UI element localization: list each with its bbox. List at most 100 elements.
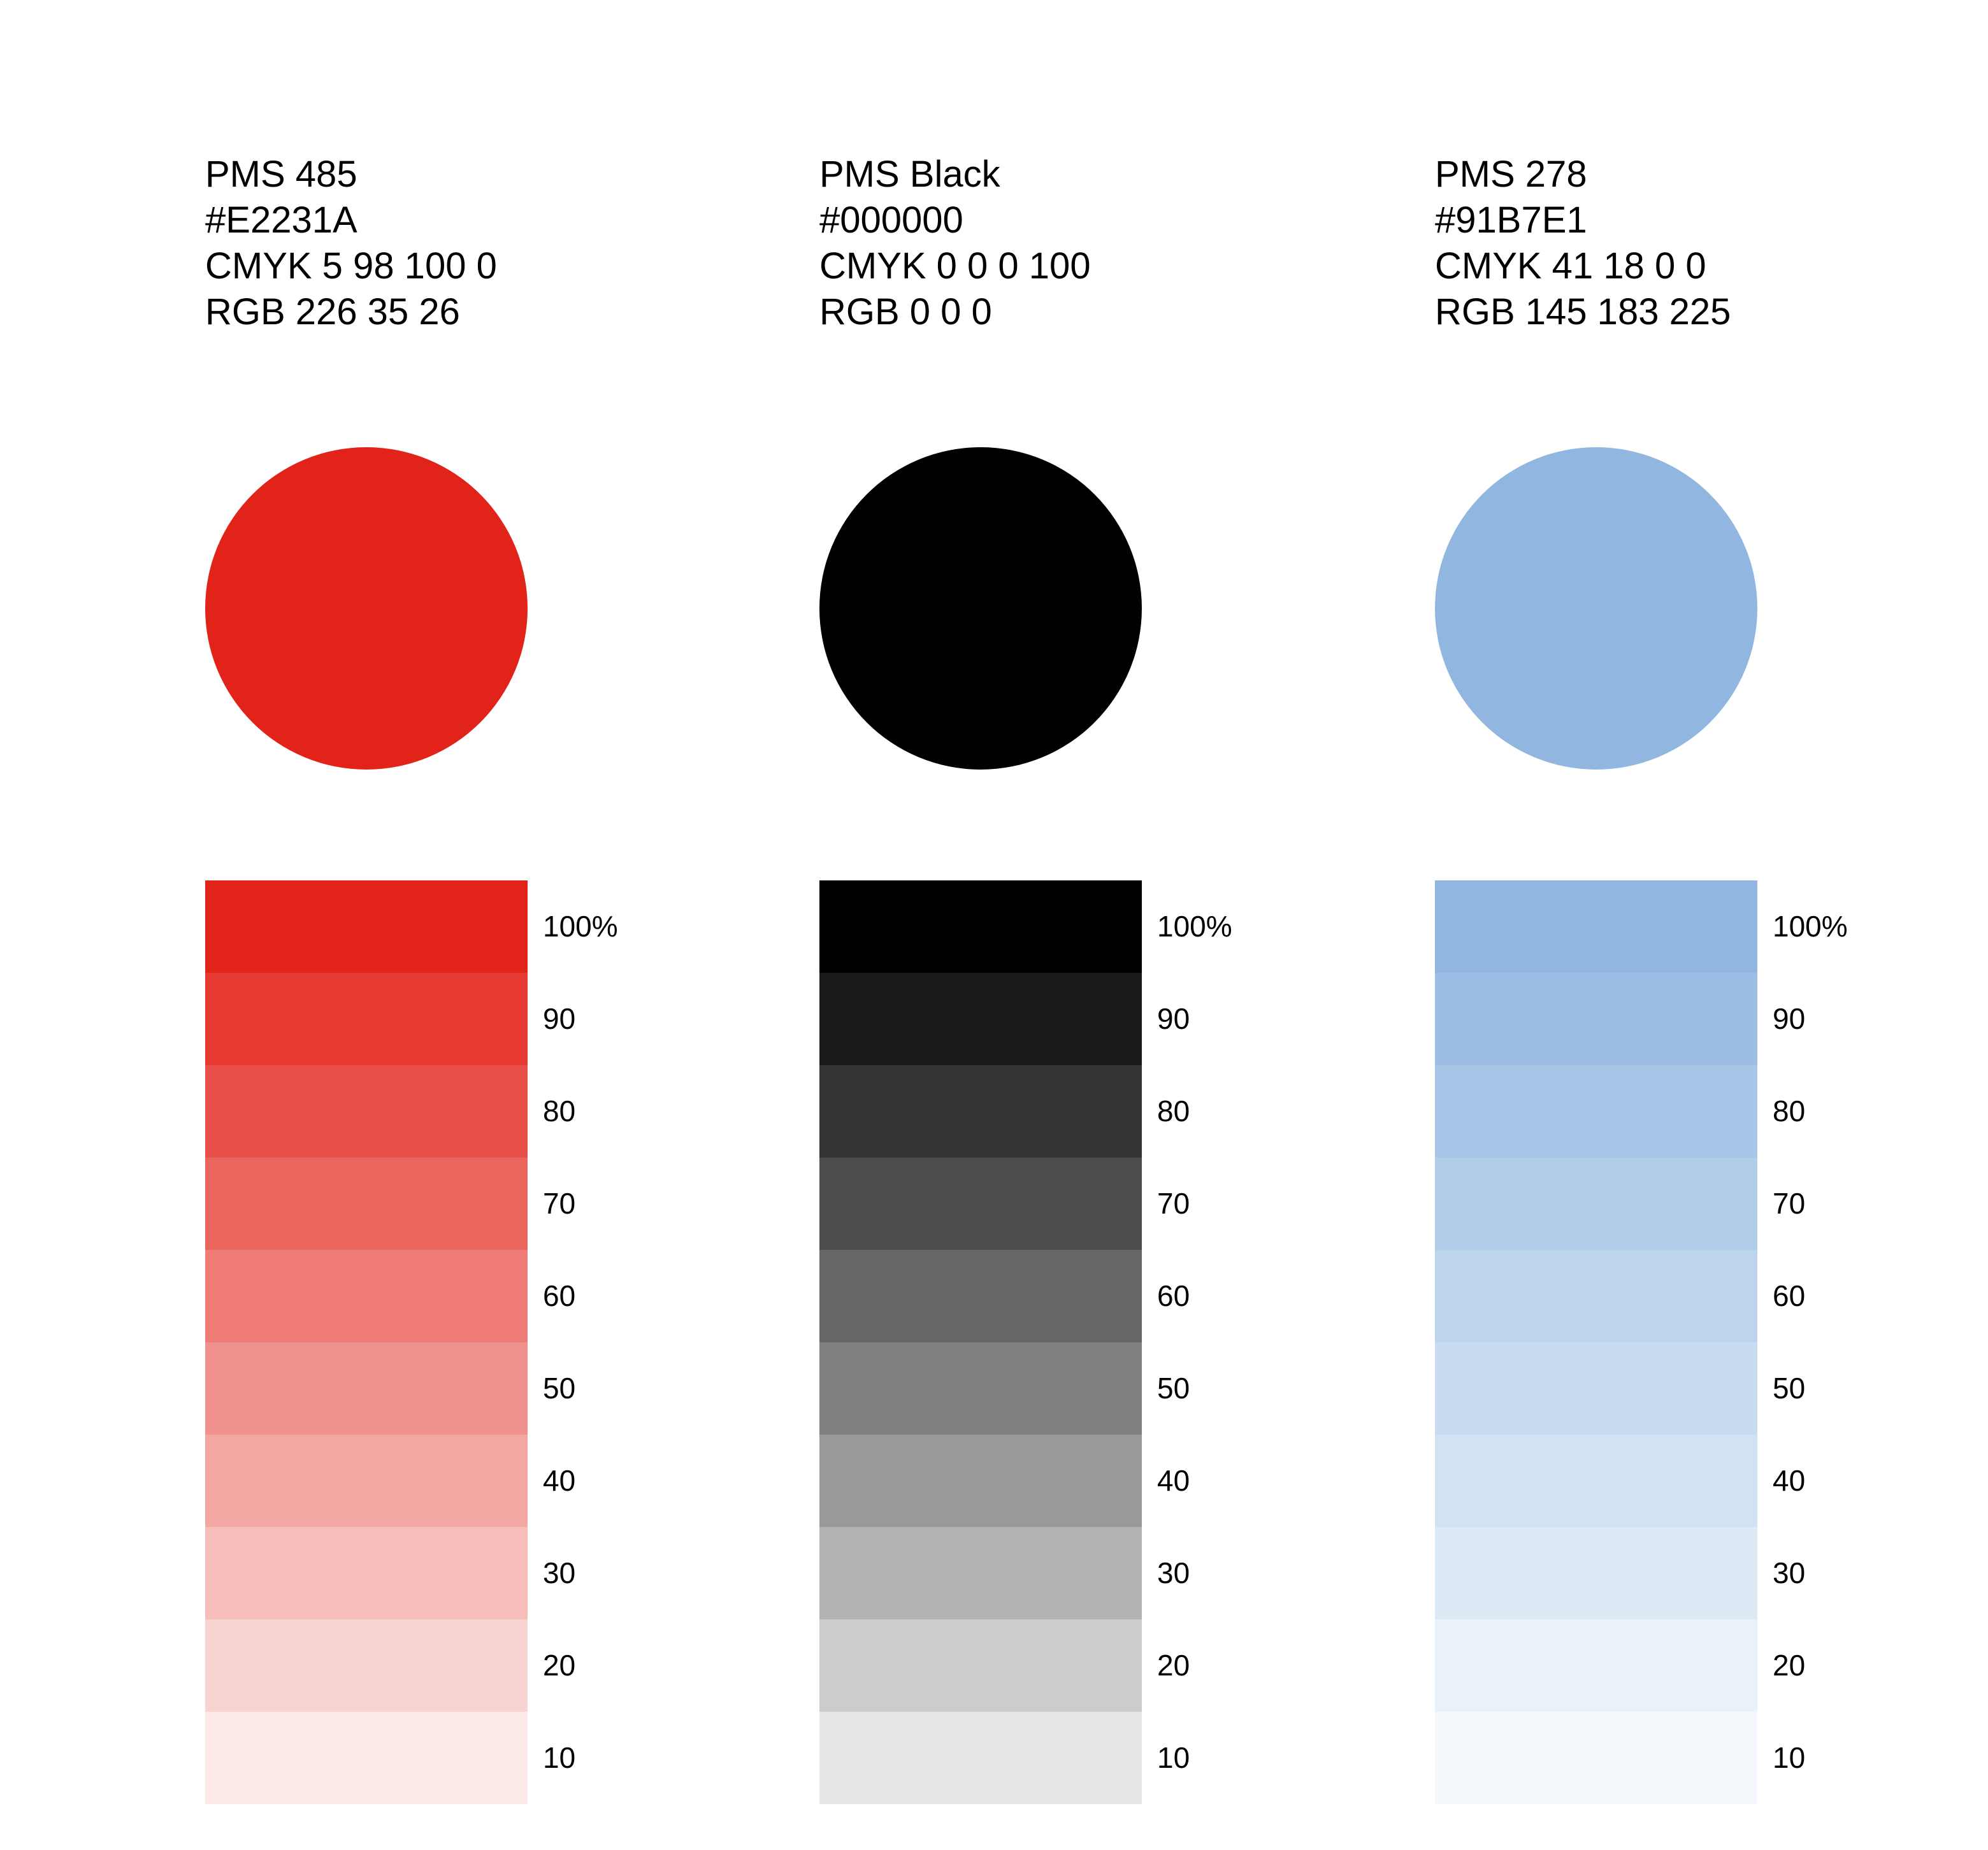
cmyk-values: CMYK 5 98 100 0: [205, 245, 497, 287]
tint-row: 60: [205, 1250, 664, 1342]
rgb-values: RGB 0 0 0: [819, 291, 992, 333]
tint-label: 90: [1773, 1002, 1806, 1035]
tint-bar: [819, 1250, 1142, 1342]
tint-row: 80: [1435, 1065, 1894, 1158]
tint-row: 20: [205, 1619, 664, 1712]
tint-row: 40: [819, 1435, 1278, 1527]
tint-label: 20: [1157, 1649, 1190, 1682]
color-info: PMS 485 #E2231A CMYK 5 98 100 0 RGB 226 …: [205, 152, 664, 335]
tint-bar: [205, 1712, 528, 1804]
tint-row: 70: [205, 1158, 664, 1250]
tint-row: 50: [1435, 1342, 1894, 1435]
tint-bar: [1435, 1065, 1757, 1158]
cmyk-values: CMYK 41 18 0 0: [1435, 245, 1706, 287]
tint-row: 20: [819, 1619, 1278, 1712]
tint-label: 70: [1773, 1187, 1806, 1220]
tint-row: 40: [1435, 1435, 1894, 1527]
tint-bar: [1435, 1342, 1757, 1435]
tint-label: 50: [543, 1372, 576, 1405]
tint-label: 40: [1773, 1464, 1806, 1497]
rgb-values: RGB 226 35 26: [205, 291, 460, 333]
tint-bar: [205, 1435, 528, 1527]
pms-name: PMS 278: [1435, 154, 1587, 195]
swatch-column-pms-485: PMS 485 #E2231A CMYK 5 98 100 0 RGB 226 …: [205, 0, 664, 1850]
tint-label: 10: [543, 1741, 576, 1774]
tint-bar: [205, 880, 528, 973]
tint-label: 100%: [1157, 910, 1232, 943]
tint-row: 20: [1435, 1619, 1894, 1712]
color-circle: [205, 447, 528, 770]
tint-bar: [205, 1619, 528, 1712]
tint-bar: [819, 1527, 1142, 1619]
tint-bar: [819, 1158, 1142, 1250]
color-circle: [1435, 447, 1757, 770]
tint-label: 80: [1157, 1094, 1190, 1128]
tint-bar: [205, 1250, 528, 1342]
tint-scale: 100% 90 80 70 60 50 40 30 20 10: [205, 880, 664, 1804]
pms-name: PMS 485: [205, 154, 357, 195]
pms-name: PMS Black: [819, 154, 1000, 195]
tint-label: 10: [1773, 1741, 1806, 1774]
tint-scale: 100% 90 80 70 60 50 40 30 20 10: [819, 880, 1278, 1804]
tint-label: 60: [1157, 1279, 1190, 1312]
tint-bar: [819, 1712, 1142, 1804]
tint-label: 100%: [1773, 910, 1848, 943]
tint-label: 70: [1157, 1187, 1190, 1220]
tint-bar: [205, 1527, 528, 1619]
tint-label: 80: [543, 1094, 576, 1128]
tint-bar: [819, 880, 1142, 973]
tint-row: 60: [819, 1250, 1278, 1342]
tint-bar: [205, 973, 528, 1065]
tint-label: 20: [1773, 1649, 1806, 1682]
swatch-column-pms-278: PMS 278 #91B7E1 CMYK 41 18 0 0 RGB 145 1…: [1435, 0, 1894, 1850]
tint-label: 30: [1157, 1556, 1190, 1589]
tint-label: 40: [1157, 1464, 1190, 1497]
tint-row: 70: [1435, 1158, 1894, 1250]
hex-code: #E2231A: [205, 199, 357, 241]
tint-bar: [1435, 1619, 1757, 1712]
rgb-values: RGB 145 183 225: [1435, 291, 1731, 333]
tint-label: 90: [1157, 1002, 1190, 1035]
tint-row: 100%: [1435, 880, 1894, 973]
tint-label: 100%: [543, 910, 618, 943]
tint-row: 100%: [819, 880, 1278, 973]
tint-bar: [819, 973, 1142, 1065]
tint-bar: [1435, 1435, 1757, 1527]
tint-label: 60: [543, 1279, 576, 1312]
tint-bar: [1435, 1527, 1757, 1619]
tint-row: 100%: [205, 880, 664, 973]
tint-label: 20: [543, 1649, 576, 1682]
tint-row: 30: [819, 1527, 1278, 1619]
hex-code: #91B7E1: [1435, 199, 1587, 241]
tint-bar: [819, 1342, 1142, 1435]
tint-label: 60: [1773, 1279, 1806, 1312]
tint-bar: [819, 1619, 1142, 1712]
color-circle: [819, 447, 1142, 770]
tint-bar: [205, 1342, 528, 1435]
color-info: PMS Black #000000 CMYK 0 0 0 100 RGB 0 0…: [819, 152, 1278, 335]
tint-label: 30: [543, 1556, 576, 1589]
tint-row: 50: [819, 1342, 1278, 1435]
tint-scale: 100% 90 80 70 60 50 40 30 20 10: [1435, 880, 1894, 1804]
tint-row: 80: [205, 1065, 664, 1158]
hex-code: #000000: [819, 199, 963, 241]
tint-bar: [205, 1065, 528, 1158]
tint-label: 50: [1773, 1372, 1806, 1405]
tint-label: 10: [1157, 1741, 1190, 1774]
tint-row: 50: [205, 1342, 664, 1435]
tint-bar: [819, 1435, 1142, 1527]
tint-label: 30: [1773, 1556, 1806, 1589]
tint-row: 40: [205, 1435, 664, 1527]
tint-bar: [1435, 1158, 1757, 1250]
cmyk-values: CMYK 0 0 0 100: [819, 245, 1091, 287]
tint-label: 90: [543, 1002, 576, 1035]
tint-row: 80: [819, 1065, 1278, 1158]
tint-row: 10: [819, 1712, 1278, 1804]
tint-row: 10: [1435, 1712, 1894, 1804]
tint-bar: [1435, 880, 1757, 973]
tint-bar: [1435, 1250, 1757, 1342]
tint-row: 90: [1435, 973, 1894, 1065]
tint-label: 50: [1157, 1372, 1190, 1405]
tint-label: 80: [1773, 1094, 1806, 1128]
tint-label: 70: [543, 1187, 576, 1220]
